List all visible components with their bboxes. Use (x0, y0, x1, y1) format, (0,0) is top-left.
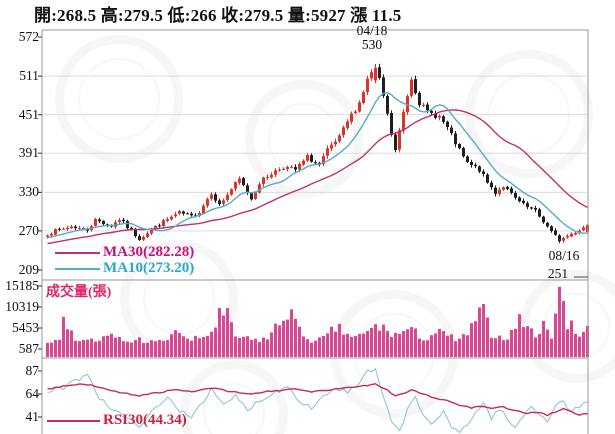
watermark-circle (55, 35, 183, 163)
watermark-circle (180, 360, 288, 434)
